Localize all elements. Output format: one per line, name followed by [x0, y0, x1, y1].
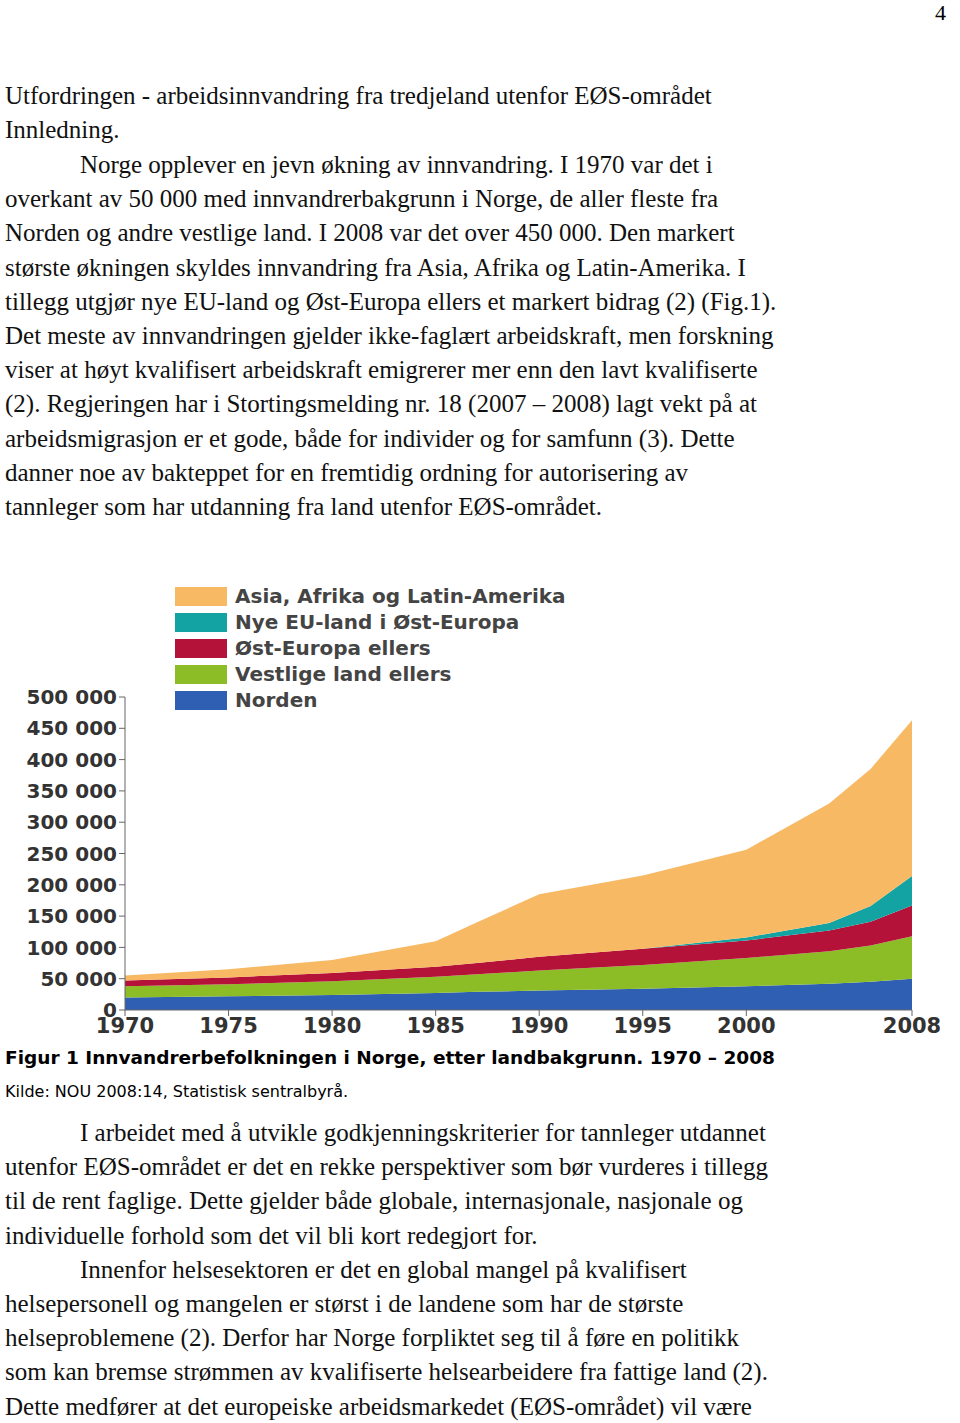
svg-text:350 000: 350 000: [27, 779, 117, 803]
html-text:største økningen skyldes innva: største økningen skyldes innvandring fra…: [5, 253, 746, 281]
svg-text:100 000: 100 000: [27, 936, 117, 960]
html-text:helseproblemene (2). Derfor ha: helseproblemene (2). Derfor har Norge fo…: [5, 1324, 739, 1352]
svg-text:250 000: 250 000: [27, 842, 117, 866]
html-text:viser at høyt kvalifisert arbe: viser at høyt kvalifisert arbeidskraft e…: [5, 356, 758, 384]
html-text:som kan bremse strømmen av kva: som kan bremse strømmen av kvalifiserte …: [5, 1358, 768, 1386]
html-text:Øst-Europa ellers: Øst-Europa ellers: [235, 636, 431, 660]
html-text:til de rent faglige. Dette gje: til de rent faglige. Dette gjelder både …: [5, 1187, 743, 1215]
html-text:I arbeidet med å utvikle godkj: I arbeidet med å utvikle godkjenningskri…: [80, 1119, 766, 1146]
html-text:Vestlige land ellers: Vestlige land ellers: [235, 662, 452, 686]
html-text:overkant av 50 000 med innvand: overkant av 50 000 med innvandrerbakgrun…: [5, 185, 719, 213]
svg-text:400 000: 400 000: [27, 748, 117, 772]
svg-text:1975: 1975: [199, 1014, 257, 1038]
html-text:Innledning.: Innledning.: [5, 116, 120, 143]
html-text:Kilde: NOU 2008:14, Statistisk: Kilde: NOU 2008:14, Statistisk sentralby…: [5, 1082, 349, 1101]
svg-text:200 000: 200 000: [27, 873, 117, 897]
html-text:4: 4: [935, 0, 946, 25]
svg-text:1980: 1980: [303, 1014, 361, 1038]
html-text:danner noe av bakteppet for en: danner noe av bakteppet for en fremtidig…: [5, 458, 689, 486]
html-text:Utfordringen - arbeidsinnvandr: Utfordringen - arbeidsinnvandring fra tr…: [5, 82, 712, 109]
html-text:tannleger som har utdanning fr: tannleger som har utdanning fra land ute…: [5, 493, 602, 520]
svg-text:300 000: 300 000: [27, 810, 117, 834]
svg-text:1985: 1985: [406, 1014, 464, 1038]
html-text:tillegg utgjør nye EU-land og: tillegg utgjør nye EU-land og Øst-Europa…: [5, 287, 777, 315]
html-text:Figur 1 Innvandrerbefolkningen: Figur 1 Innvandrerbefolkningen i Norge, …: [5, 1047, 775, 1068]
svg-text:1970: 1970: [95, 1013, 155, 1038]
svg-text:2000: 2000: [717, 1014, 775, 1038]
html-text:Asia, Afrika og Latin-Amerika: Asia, Afrika og Latin-Amerika: [235, 584, 566, 608]
svg-text:500 000: 500 000: [27, 685, 117, 709]
svg-text:1995: 1995: [614, 1014, 672, 1038]
html-text:Dette medfører at det europeis: Dette medfører at det europeiske arbeids…: [5, 1392, 752, 1420]
svg-text:1990: 1990: [510, 1014, 568, 1038]
svg-text:150 000: 150 000: [27, 904, 117, 928]
html-text:Nye EU-land i Øst-Europa: Nye EU-land i Øst-Europa: [235, 610, 520, 634]
html-text:helsepersonell og mangelen er: helsepersonell og mangelen er størst i d…: [5, 1290, 684, 1317]
svg-text:2008: 2008: [883, 1014, 940, 1038]
html-text:(2). Regjeringen har i Stortin: (2). Regjeringen har i Stortingsmelding …: [5, 390, 757, 418]
html-text:Norge opplever en jevn økning: Norge opplever en jevn økning av innvand…: [80, 151, 713, 178]
html-text:Innenfor helsesektoren er det: Innenfor helsesektoren er det en global …: [80, 1255, 687, 1283]
html-text:arbeidsmigrasjon er et gode, b: arbeidsmigrasjon er et gode, både for in…: [5, 424, 735, 452]
svg-text:0: 0: [103, 998, 117, 1022]
html-text:Norden og andre vestlige land.: Norden og andre vestlige land. I 2008 va…: [5, 219, 735, 247]
svg-text:450 000: 450 000: [27, 716, 117, 740]
html-text:Det meste av innvandringen gje: Det meste av innvandringen gjelder ikke-…: [5, 322, 774, 349]
svg-text:50 000: 50 000: [40, 967, 117, 991]
html-text:individuelle forhold som det v: individuelle forhold som det vil bli kor…: [5, 1221, 538, 1249]
html-text:Norden: Norden: [235, 688, 318, 712]
html-text:utenfor EØS-området er det en: utenfor EØS-området er det en rekke pers…: [5, 1153, 768, 1181]
